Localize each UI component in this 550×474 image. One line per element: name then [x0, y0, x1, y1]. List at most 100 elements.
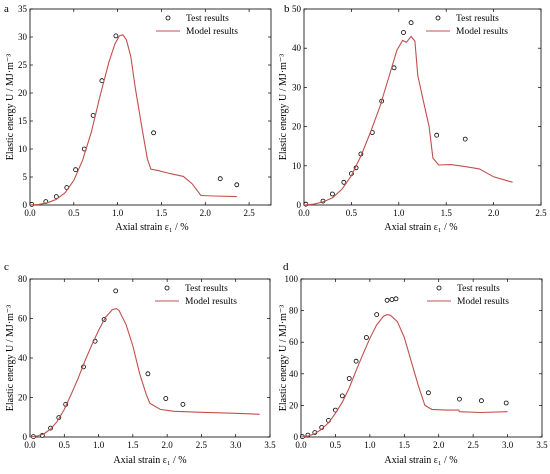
test-result-point — [234, 182, 240, 188]
x-tick-label: 2.5 — [535, 208, 547, 218]
test-result-point — [462, 136, 468, 142]
y-tick-label: 10 — [292, 161, 302, 171]
y-tick-label: 15 — [18, 116, 28, 126]
x-tick-label: 2.0 — [162, 440, 174, 450]
test-result-point — [73, 167, 78, 173]
y-tick-label: 40 — [289, 369, 299, 379]
plot-frame — [29, 8, 272, 206]
x-tick-label: 0.0 — [298, 208, 310, 218]
x-axis-label: Axial strain ε₁ / % — [113, 455, 186, 466]
y-tick-label: 20 — [289, 400, 299, 410]
y-axis-label: Elastic energy U / MJ·m⁻³ — [278, 54, 289, 160]
legend-label: Test results — [185, 284, 228, 294]
y-axis-label: Elastic energy U / MJ·m⁻³ — [5, 305, 16, 411]
y-tick-label: 5 — [23, 172, 28, 182]
model-results-line — [303, 35, 513, 206]
x-tick-label: 1.5 — [127, 440, 139, 450]
chart-panel-b: b 0.0 0.5 1.0 1.5 2.0 2.5 0 10 20 30 40 50 Axial stra… — [278, 3, 547, 233]
x-tick-label: 1.5 — [441, 208, 453, 218]
chart-panel-a: a 0.0 0.5 1.0 1.5 2.0 2.5 0 5 10 15 20 25 30 35 Axial s… — [4, 3, 272, 233]
y-tick-label: 20 — [18, 88, 28, 98]
x-tick-label: 0.0 — [24, 208, 36, 218]
y-tick-label: 80 — [18, 274, 28, 284]
x-tick-label: 2.0 — [488, 208, 500, 218]
legend-label: Model results — [186, 27, 238, 37]
y-tick-label: 30 — [18, 32, 28, 42]
x-tick-label: 1.0 — [393, 208, 405, 218]
test-result-point — [346, 376, 352, 381]
legend-marker-test — [435, 15, 441, 21]
test-result-point — [401, 30, 406, 35]
panel-letter: c — [4, 261, 9, 273]
legend: Test results Model results — [427, 284, 509, 307]
test-result-point — [456, 396, 462, 402]
panel-letter: b — [284, 3, 290, 15]
y-axis-label: Elastic energy U / MJ·m⁻³ — [5, 54, 16, 160]
test-result-point — [53, 194, 59, 200]
x-tick-label: 1.0 — [93, 440, 105, 450]
x-tick-label: 2.0 — [433, 440, 445, 450]
y-tick-label: 0 — [297, 200, 302, 210]
chart-panel-c: c 0.0 0.5 1.0 1.5 2.0 2.5 3.0 3.5 0 20 40 60 80 Axial … — [4, 261, 276, 466]
test-result-point — [389, 297, 395, 302]
test-result-point — [384, 297, 390, 303]
test-result-point — [329, 191, 335, 197]
test-result-point — [503, 400, 509, 406]
x-tick-label: 3.0 — [502, 440, 514, 450]
model-results-line — [29, 34, 237, 206]
legend-marker-test — [436, 285, 442, 291]
test-result-point — [408, 20, 414, 26]
test-result-point — [339, 393, 345, 399]
y-tick-label: 10 — [18, 144, 28, 154]
test-result-point — [353, 358, 359, 364]
legend-marker-test — [165, 15, 171, 21]
test-result-point — [217, 176, 223, 182]
panel-letter: a — [4, 3, 9, 15]
legend: Test results Model results — [155, 284, 237, 307]
x-tick-label: 1.0 — [364, 440, 376, 450]
x-tick-label: 1.5 — [156, 208, 168, 218]
test-result-point — [151, 130, 157, 136]
x-tick-label: 3.5 — [536, 440, 548, 450]
test-result-point — [374, 312, 380, 318]
x-tick-label: 0.0 — [24, 440, 36, 450]
test-result-point — [478, 398, 484, 404]
x-tick-label: 0.0 — [295, 440, 307, 450]
x-tick-label: 0.5 — [346, 208, 358, 218]
y-tick-label: 0 — [23, 200, 28, 210]
y-tick-label: 60 — [289, 337, 299, 347]
y-tick-label: 20 — [292, 122, 302, 132]
x-axis-label: Axial strain ε₁ / % — [115, 222, 188, 233]
test-result-point — [145, 371, 151, 377]
x-tick-label: 3.0 — [230, 440, 242, 450]
y-tick-label: 30 — [292, 82, 302, 92]
legend-label: Test results — [457, 284, 500, 294]
test-result-point — [391, 65, 397, 71]
test-result-point — [434, 132, 440, 138]
y-tick-label: 80 — [289, 306, 299, 316]
x-tick-label: 0.5 — [68, 208, 80, 218]
x-tick-label: 1.5 — [399, 440, 411, 450]
test-result-point — [393, 296, 399, 302]
x-tick-label: 0.5 — [59, 440, 71, 450]
model-results-line — [300, 314, 508, 438]
legend-label: Model results — [457, 297, 509, 307]
x-axis-label: Axial strain ε₁ / % — [384, 222, 457, 233]
x-tick-label: 1.0 — [112, 208, 124, 218]
x-tick-label: 2.5 — [468, 440, 480, 450]
chart-panel-d: d 0.0 0.5 1.0 1.5 2.0 2.5 3.0 3.5 0 20 40 60 80 100 Axi… — [278, 261, 548, 466]
y-tick-label: 0 — [23, 432, 28, 442]
y-tick-label: 35 — [18, 4, 28, 14]
test-result-point — [113, 33, 119, 39]
x-tick-label: 2.5 — [196, 440, 208, 450]
x-tick-label: 0.5 — [330, 440, 342, 450]
test-result-point — [163, 396, 169, 401]
y-tick-label: 60 — [18, 314, 28, 324]
legend-label: Test results — [456, 14, 499, 24]
plot-frame — [303, 8, 542, 206]
test-result-point — [425, 390, 431, 396]
model-results-line — [29, 308, 260, 438]
legend-label: Test results — [186, 14, 229, 24]
y-tick-label: 40 — [292, 43, 302, 53]
x-tick-label: 2.0 — [200, 208, 212, 218]
